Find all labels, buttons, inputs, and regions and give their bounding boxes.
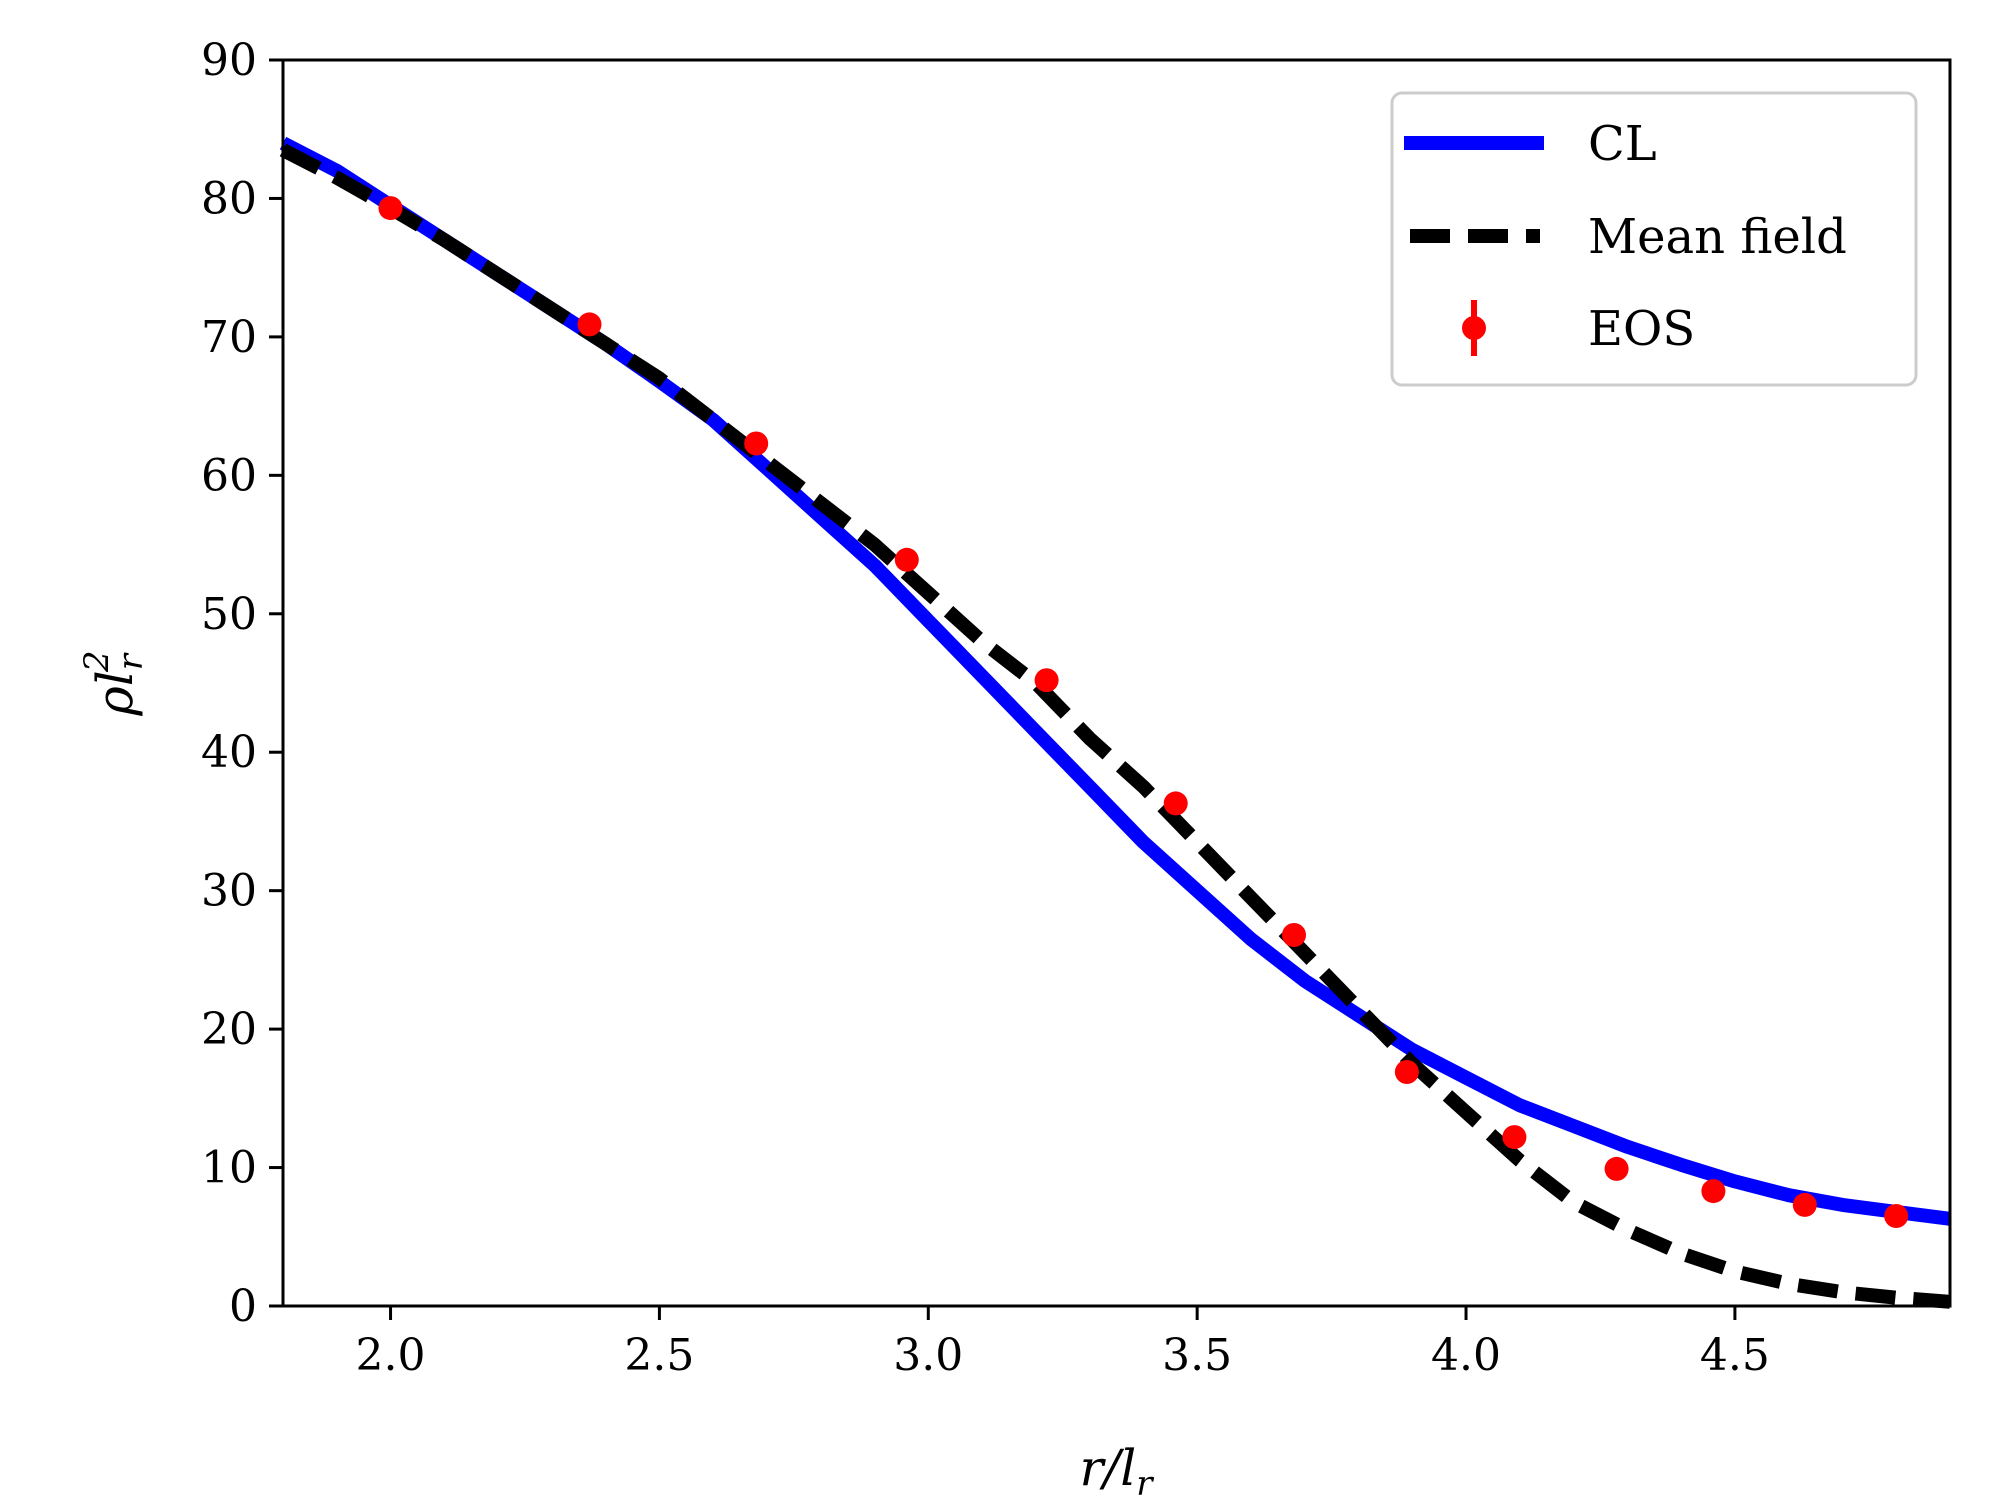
legend-box (1390, 91, 1918, 387)
x-tick-label-5: 4.5 (1700, 1330, 1770, 1381)
x-tick-label-3: 3.5 (1162, 1330, 1232, 1381)
data-point-eos-7 (1394, 1060, 1419, 1084)
data-point-eos-3 (894, 547, 919, 572)
series-line-mean-field (279, 143, 1951, 1309)
legend-cl-label: CL (1588, 116, 1657, 172)
data-point-eos-8 (1502, 1125, 1527, 1150)
y-tick-label-9: 90 (201, 35, 257, 86)
legend-eos-label: EOS (1588, 301, 1695, 357)
series-layer (279, 136, 1951, 1309)
data-point-eos-6 (1282, 923, 1306, 947)
x-tick-label-0: 2.0 (356, 1330, 426, 1381)
y-tick-label-6: 60 (201, 450, 257, 501)
data-point-eos-9 (1604, 1156, 1629, 1181)
x-tick-label-2: 3.0 (893, 1330, 963, 1381)
y-tick-label-1: 10 (201, 1143, 257, 1194)
data-point-eos-2 (744, 431, 769, 456)
y-tick-label-8: 80 (201, 173, 257, 224)
y-tick-label-7: 70 (201, 312, 257, 363)
plot-frame (281, 58, 1952, 1308)
x-axis: 2.0 2.5 3.0 3.5 4.0 4.5 (356, 1306, 1770, 1381)
y-tick-label-4: 40 (201, 727, 257, 778)
legend: CL Mean field EOS (1390, 91, 1918, 387)
data-point-eos-11 (1792, 1192, 1817, 1217)
y-axis: 0 10 20 30 40 50 60 70 80 90 (201, 35, 283, 1332)
data-point-eos-1 (577, 312, 602, 337)
data-point-eos-5 (1163, 791, 1188, 816)
y-axis-label: ρlr2 (77, 650, 151, 716)
data-point-eos-0 (378, 196, 403, 221)
y-tick-label-5: 50 (201, 589, 257, 640)
legend-eos-marker (1462, 316, 1486, 340)
y-tick-label-2: 20 (201, 1004, 257, 1055)
data-point-eos-10 (1701, 1179, 1726, 1204)
y-tick-label-3: 30 (201, 866, 257, 917)
x-tick-label-4: 4.0 (1431, 1330, 1501, 1381)
legend-mean-field-label: Mean field (1588, 209, 1847, 265)
data-point-eos-12 (1884, 1204, 1909, 1228)
data-point-eos-4 (1034, 668, 1059, 693)
y-tick-label-0: 0 (229, 1281, 257, 1332)
x-axis-label: r/lr (1079, 1439, 1154, 1500)
x-tick-label-1: 2.5 (624, 1330, 694, 1381)
